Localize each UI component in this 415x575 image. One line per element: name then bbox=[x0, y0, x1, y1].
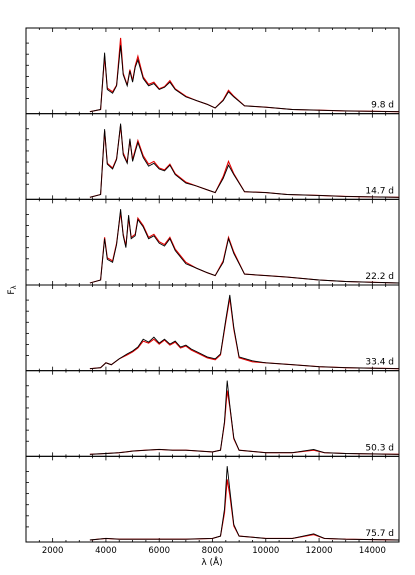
x-axis: 2000 4000 6000 8000 10000 12000 14000 bbox=[42, 546, 386, 556]
epoch-label: 22.2 d bbox=[365, 272, 394, 282]
x-tick-label: 4000 bbox=[95, 546, 117, 556]
panel-frame bbox=[25, 27, 400, 115]
epoch-label: 33.4 d bbox=[365, 358, 394, 368]
model-spectrum-line bbox=[89, 479, 400, 541]
observed-spectrum-line bbox=[89, 294, 400, 370]
observed-spectrum-line bbox=[89, 123, 400, 198]
model-spectrum-line bbox=[89, 390, 400, 455]
epoch-label: 75.7 d bbox=[365, 529, 394, 539]
panel-frame bbox=[25, 455, 400, 543]
panel-frame bbox=[25, 198, 400, 286]
x-tick-label: 2000 bbox=[42, 546, 64, 556]
x-tick-label: 10000 bbox=[252, 546, 279, 556]
model-spectrum-line bbox=[89, 125, 400, 198]
panel-1: 9.8 d bbox=[25, 27, 400, 115]
observed-spectrum-line bbox=[89, 466, 400, 541]
panel-stack: 9.8 d 14.7 d 22.2 d 33.4 d 50.3 d 75.7 d bbox=[25, 27, 400, 543]
epoch-label: 50.3 d bbox=[365, 443, 394, 453]
y-axis-label-main: F bbox=[7, 289, 17, 294]
model-spectrum-line bbox=[89, 37, 400, 113]
panel-3: 22.2 d bbox=[25, 198, 400, 286]
observed-spectrum-line bbox=[89, 380, 400, 455]
y-axis-label: Fλ bbox=[7, 285, 18, 294]
panel-6: 75.7 d bbox=[25, 455, 400, 543]
x-tick-label: 12000 bbox=[306, 546, 333, 556]
panel-4: 33.4 d bbox=[25, 284, 400, 372]
y-axis-label-sub: λ bbox=[10, 285, 18, 289]
x-axis-label: λ (Å) bbox=[201, 556, 222, 568]
observed-spectrum-line bbox=[89, 209, 400, 284]
panel-frame bbox=[25, 370, 400, 457]
epoch-label: 9.8 d bbox=[371, 101, 394, 111]
observed-spectrum-line bbox=[89, 45, 400, 113]
x-tick-label: 8000 bbox=[202, 546, 224, 556]
panel-frame bbox=[25, 113, 400, 200]
model-spectrum-line bbox=[89, 297, 400, 370]
panel-5: 50.3 d bbox=[25, 370, 400, 457]
x-tick-label: 14000 bbox=[359, 546, 386, 556]
epoch-label: 14.7 d bbox=[365, 186, 394, 196]
panel-2: 14.7 d bbox=[25, 113, 400, 200]
model-spectrum-line bbox=[89, 212, 400, 284]
x-tick-label: 6000 bbox=[148, 546, 170, 556]
